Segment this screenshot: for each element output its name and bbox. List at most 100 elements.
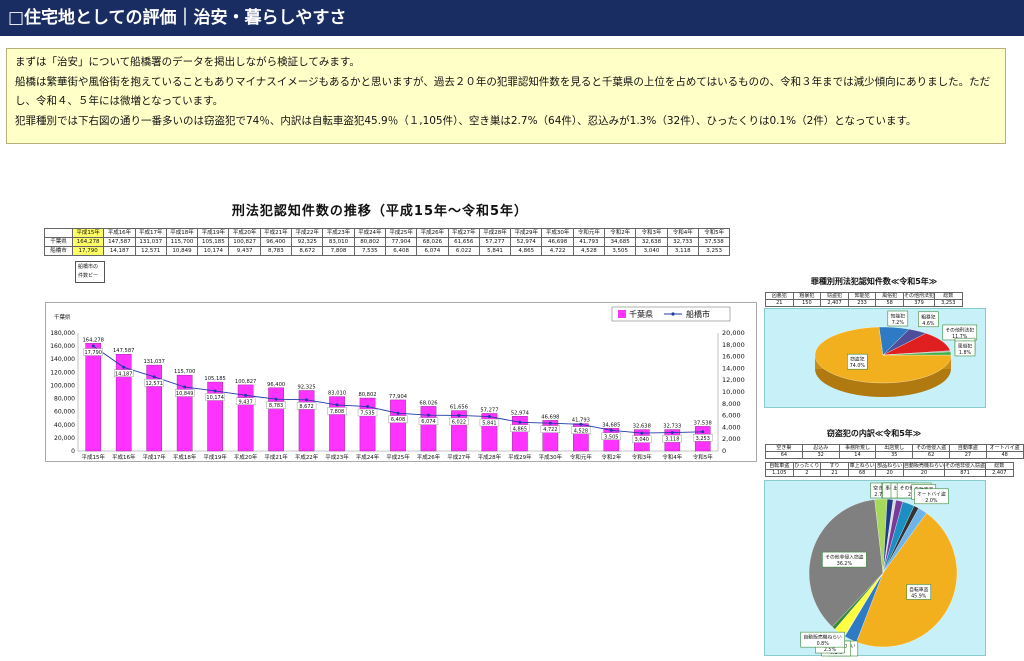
pie-label-value: 45.9% bbox=[911, 593, 927, 599]
table-value-cell: 1,105 bbox=[765, 469, 794, 477]
table-value-cell: 147,587 bbox=[103, 237, 136, 247]
pie-label-name: 自動販売機ねらい bbox=[803, 634, 842, 641]
point-funabashi bbox=[366, 405, 370, 409]
bar-chiba bbox=[268, 387, 284, 452]
y-tick-left: 160,000 bbox=[50, 343, 75, 350]
table-header-cell: 部品ねらい bbox=[875, 462, 904, 470]
table-header-cell: 風俗犯 bbox=[875, 292, 904, 300]
pie-label-box bbox=[822, 551, 867, 568]
table-value-cell: 115,700 bbox=[165, 237, 199, 247]
pie-label-value: 74.0% bbox=[850, 363, 866, 369]
table-year-cell: 令和5年 bbox=[697, 228, 731, 238]
table-value-cell: 27 bbox=[948, 451, 987, 459]
table-value-cell: 17,790 bbox=[71, 246, 105, 256]
table-value-cell: 3,253 bbox=[933, 299, 963, 307]
x-tick-label: 令和4年 bbox=[662, 453, 682, 461]
table-value-cell: 871 bbox=[943, 469, 987, 477]
table-value-cell: 68 bbox=[847, 469, 877, 477]
line-value-box bbox=[449, 417, 469, 426]
line-value-box bbox=[418, 417, 439, 425]
pie-label-name: その他刑法犯 bbox=[945, 326, 974, 333]
table-value-cell: 32,733 bbox=[666, 237, 699, 247]
y-tick-right: 2,000 bbox=[722, 435, 741, 443]
table-value-cell: 2,407 bbox=[985, 469, 1014, 477]
y-tick-right: 6,000 bbox=[722, 412, 741, 420]
x-tick-label: 平成19年 bbox=[203, 453, 227, 461]
bar-value-label: 147,587 bbox=[113, 348, 134, 354]
point-funabashi bbox=[670, 431, 674, 435]
table-row: 64 32 14 35 62 27 48 bbox=[765, 451, 1024, 459]
table-value-cell: 5,841 bbox=[478, 246, 512, 256]
y-tick-left: 0 bbox=[71, 448, 75, 455]
y-tick-right: 18,000 bbox=[722, 341, 745, 349]
line-value-box bbox=[388, 415, 408, 423]
table-value-cell: 7,535 bbox=[353, 246, 386, 256]
line-value-label: 12,571 bbox=[145, 381, 163, 387]
table-value-cell: 105,185 bbox=[197, 237, 230, 247]
table-header-cell: 窃盗犯 bbox=[820, 292, 849, 300]
line-value-label: 10,849 bbox=[176, 391, 194, 397]
bar-value-label: 68,026 bbox=[419, 400, 437, 406]
table-value-cell: 131,037 bbox=[134, 237, 167, 247]
table-year-cell: 平成28年 bbox=[478, 228, 512, 238]
bar-value-label: 105,185 bbox=[204, 376, 225, 382]
line-value-box bbox=[540, 425, 561, 433]
y-tick-left: 100,000 bbox=[50, 382, 75, 389]
pie-slice bbox=[856, 512, 958, 648]
bar-chiba bbox=[146, 364, 163, 452]
bar-value-label: 83,010 bbox=[328, 391, 346, 397]
pie2-table-a: 空き巣 忍込み 事務所荒し 出店荒し その他侵入盗 自動車盗 オートバイ盗 64 32 14 35… bbox=[765, 444, 1024, 459]
table-value-cell: 52,974 bbox=[510, 237, 543, 247]
line-value-label: 8,783 bbox=[269, 403, 283, 409]
bar-value-label: 46,698 bbox=[541, 414, 559, 420]
y-tick-right: 12,000 bbox=[722, 376, 745, 384]
table-value-cell: 3,118 bbox=[666, 246, 699, 256]
y-tick-right: 14,000 bbox=[722, 364, 745, 372]
line-value-box bbox=[175, 389, 195, 397]
y-tick-left: 180,000 bbox=[50, 330, 75, 337]
y-tick-left: 140,000 bbox=[50, 356, 75, 363]
pie-label-name: 風俗犯 bbox=[958, 342, 973, 349]
table-value-cell: 32,638 bbox=[635, 237, 668, 247]
table-header-row: 自転車盗 ひったくり すり 車上ねらい 部品ねらい 自動販売機ねらい その他非侵入窃盗 総数 bbox=[765, 462, 1014, 470]
intro-line: 船橋は繁華街や風俗街を抱えていることもありマイナスイメージもあるかと思いますが、… bbox=[15, 75, 991, 108]
pie-label-value: 1.8% bbox=[959, 350, 972, 356]
y-axis-left-label: 千葉県 bbox=[54, 313, 71, 321]
pie-label-name: 窃盗犯 bbox=[850, 356, 865, 363]
legend: 千葉県 船橋市 bbox=[611, 306, 731, 322]
table-value-cell: 6,022 bbox=[447, 246, 480, 256]
note-box: 船橋市の 件数ピー bbox=[75, 261, 105, 283]
section-header: □住宅地としての評価｜治安・暮らしやすさ bbox=[0, 0, 1024, 36]
table-value-cell: 100,827 bbox=[228, 237, 261, 247]
table-header-row: 空き巣 忍込み 事務所荒し 出店荒し その他侵入盗 自動車盗 オートバイ盗 bbox=[765, 444, 1024, 452]
table-header-cell: 自動車盗 bbox=[948, 444, 987, 452]
x-tick-label: 平成28年 bbox=[478, 453, 502, 461]
table-year-cell: 平成29年 bbox=[510, 228, 543, 238]
table-year-cell: 平成26年 bbox=[416, 228, 449, 238]
pie-label-name: その他非侵入窃盗 bbox=[825, 554, 864, 561]
x-tick-label: 平成22年 bbox=[295, 453, 319, 461]
table-value-cell: 9,437 bbox=[228, 246, 261, 256]
pie-label-name: オートバイ盗 bbox=[917, 490, 946, 497]
line-value-label: 14,187 bbox=[115, 371, 133, 377]
bar-value-label: 37,538 bbox=[694, 420, 712, 426]
point-funabashi bbox=[701, 430, 705, 434]
point-funabashi bbox=[122, 365, 126, 369]
table-value-cell: 64 bbox=[765, 451, 803, 459]
pie2-table-b: 自転車盗 ひったくり すり 車上ねらい 部品ねらい 自動販売機ねらい その他非侵入窃盗 総数 … bbox=[765, 462, 1014, 477]
main-data-table: 平成15年 平成16年 平成17年 平成18年 平成19年 平成20年 平成21年 平成22年… bbox=[44, 228, 731, 256]
table-row-funabashi: 船橋市 17,790 14,187 12,571 10,849 10,174 9,437 8,… bbox=[44, 246, 731, 256]
x-tick-label: 平成27年 bbox=[447, 453, 471, 461]
y-tick-left: 120,000 bbox=[50, 369, 75, 376]
bar-value-label: 164,278 bbox=[83, 337, 104, 343]
y-tick-left: 20,000 bbox=[54, 435, 75, 442]
line-value-box bbox=[144, 379, 164, 387]
y-tick-right: 0 bbox=[722, 447, 726, 455]
table-value-cell: 37,538 bbox=[697, 237, 731, 247]
line-value-label: 3,253 bbox=[696, 436, 710, 442]
x-tick-label: 平成21年 bbox=[264, 453, 288, 461]
table-header-cell: 知能犯 bbox=[847, 292, 877, 300]
